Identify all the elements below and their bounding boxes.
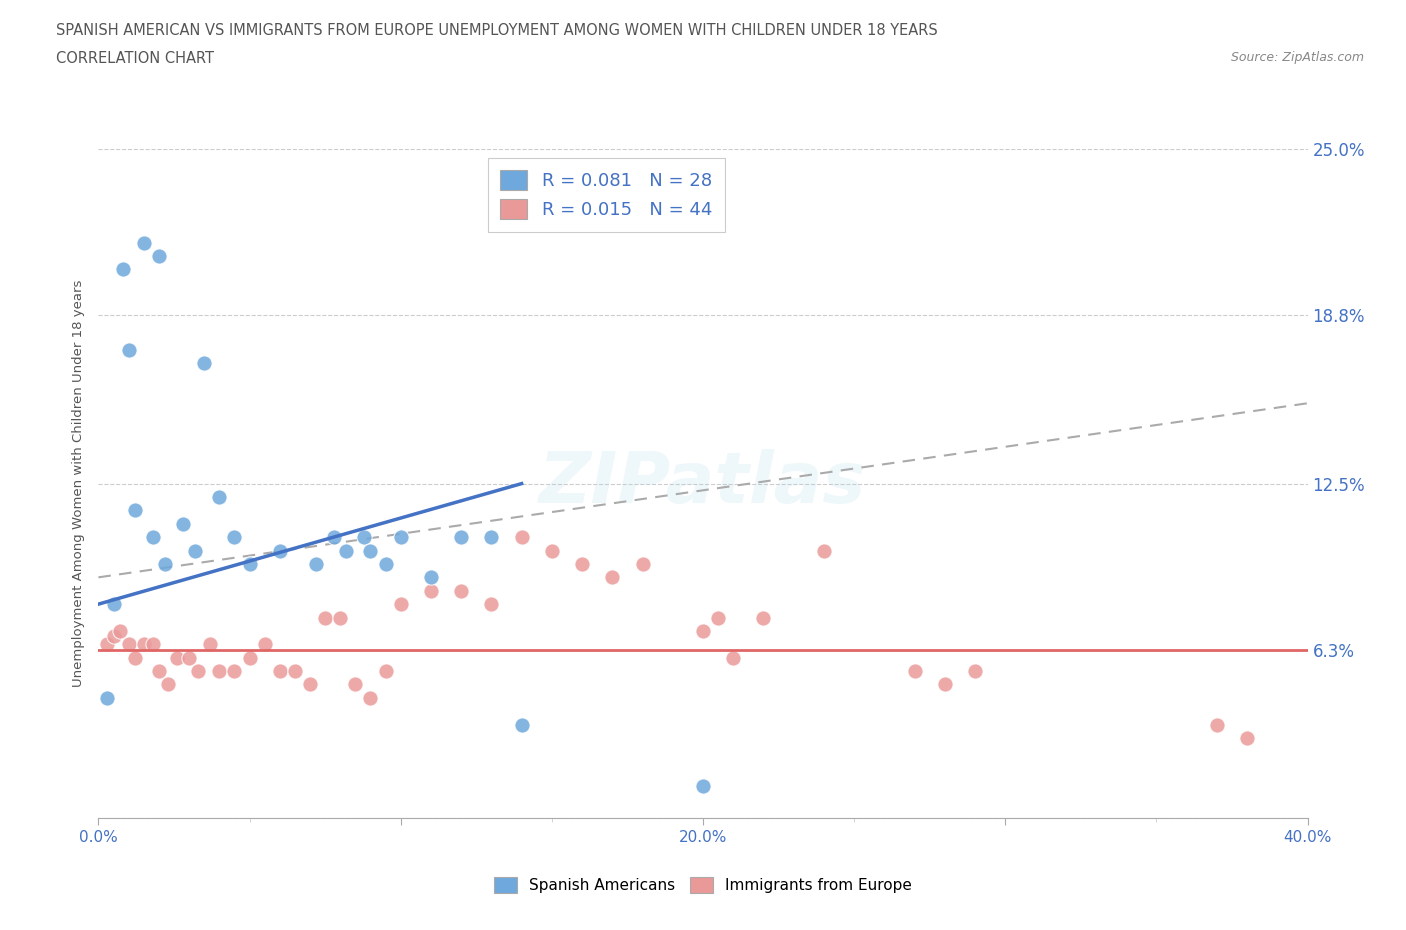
Point	[360, 690, 382, 705]
Point	[360, 543, 382, 558]
Point	[481, 597, 503, 612]
Point	[510, 530, 533, 545]
Point	[142, 530, 165, 545]
Point	[344, 677, 367, 692]
Text: Source: ZipAtlas.com: Source: ZipAtlas.com	[1230, 51, 1364, 64]
Point	[450, 530, 472, 545]
Point	[239, 650, 262, 665]
Point	[269, 664, 291, 679]
Point	[269, 543, 291, 558]
Point	[108, 623, 131, 638]
Point	[184, 543, 207, 558]
Point	[132, 235, 155, 250]
Text: SPANISH AMERICAN VS IMMIGRANTS FROM EUROPE UNEMPLOYMENT AMONG WOMEN WITH CHILDRE: SPANISH AMERICAN VS IMMIGRANTS FROM EURO…	[56, 23, 938, 38]
Point	[179, 650, 201, 665]
Point	[934, 677, 956, 692]
Point	[374, 556, 396, 571]
Point	[224, 664, 246, 679]
Point	[353, 530, 375, 545]
Point	[571, 556, 593, 571]
Point	[813, 543, 835, 558]
Point	[510, 717, 533, 732]
Point	[335, 543, 357, 558]
Point	[420, 583, 443, 598]
Point	[153, 556, 176, 571]
Point	[172, 516, 194, 531]
Point	[904, 664, 927, 679]
Point	[253, 637, 276, 652]
Point	[707, 610, 730, 625]
Point	[374, 664, 396, 679]
Point	[96, 637, 118, 652]
Y-axis label: Unemployment Among Women with Children Under 18 years: Unemployment Among Women with Children U…	[72, 280, 86, 687]
Point	[208, 489, 231, 504]
Point	[142, 637, 165, 652]
Point	[314, 610, 336, 625]
Point	[200, 637, 222, 652]
Point	[148, 664, 170, 679]
Point	[420, 570, 443, 585]
Point	[118, 637, 141, 652]
Point	[111, 262, 134, 277]
Point	[156, 677, 179, 692]
Point	[329, 610, 352, 625]
Point	[224, 530, 246, 545]
Point	[692, 623, 714, 638]
Point	[965, 664, 987, 679]
Point	[148, 248, 170, 263]
Point	[166, 650, 188, 665]
Point	[752, 610, 775, 625]
Point	[132, 637, 155, 652]
Point	[208, 664, 231, 679]
Point	[239, 556, 262, 571]
Point	[103, 597, 125, 612]
Point	[305, 556, 328, 571]
Text: ZIPatlas: ZIPatlas	[540, 449, 866, 518]
Point	[541, 543, 564, 558]
Point	[323, 530, 346, 545]
Point	[631, 556, 654, 571]
Legend: Spanish Americans, Immigrants from Europe: Spanish Americans, Immigrants from Europ…	[488, 870, 918, 899]
Point	[96, 690, 118, 705]
Point	[103, 629, 125, 644]
Point	[1206, 717, 1229, 732]
Point	[389, 530, 412, 545]
Point	[481, 530, 503, 545]
Legend: R = 0.081   N = 28, R = 0.015   N = 44: R = 0.081 N = 28, R = 0.015 N = 44	[488, 158, 725, 232]
Point	[187, 664, 209, 679]
Point	[692, 778, 714, 793]
Text: CORRELATION CHART: CORRELATION CHART	[56, 51, 214, 66]
Point	[193, 355, 215, 370]
Point	[450, 583, 472, 598]
Point	[602, 570, 624, 585]
Point	[124, 650, 146, 665]
Point	[1236, 731, 1258, 746]
Point	[284, 664, 307, 679]
Point	[723, 650, 745, 665]
Point	[124, 503, 146, 518]
Point	[299, 677, 322, 692]
Point	[118, 342, 141, 357]
Point	[389, 597, 412, 612]
